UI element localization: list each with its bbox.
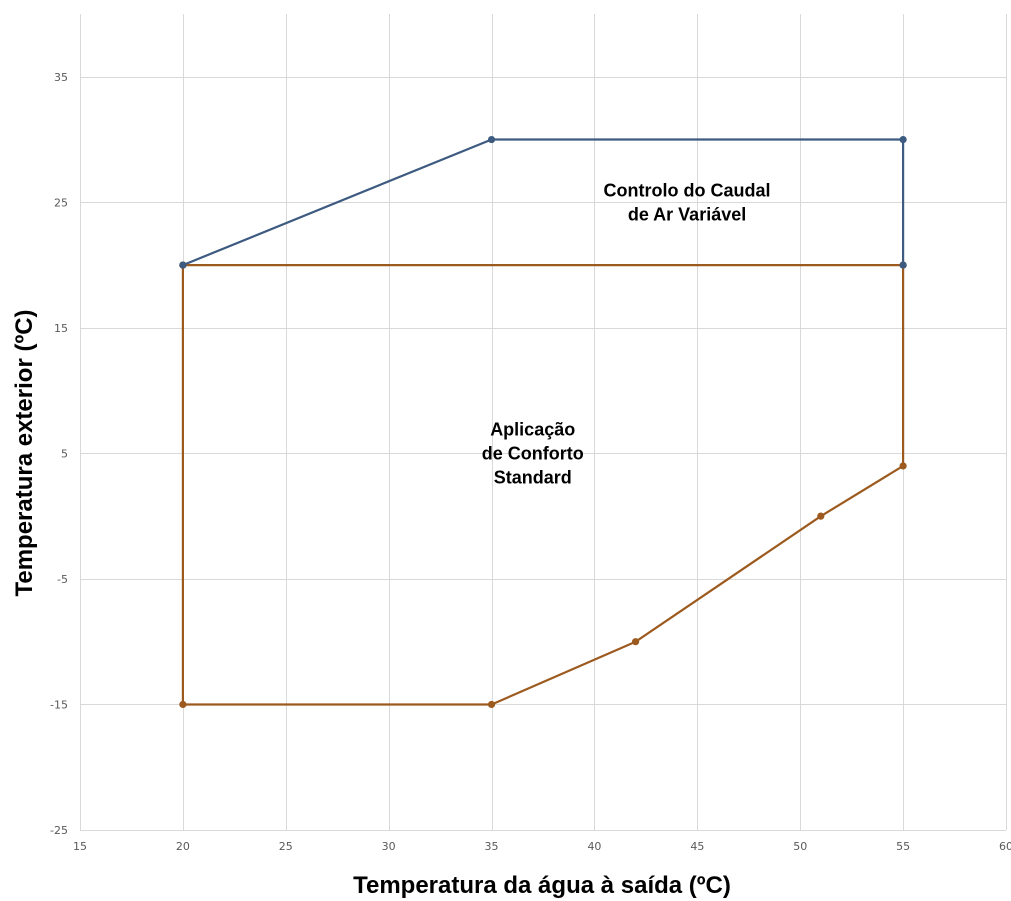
- x-tick-label: 15: [73, 840, 87, 853]
- y-tick-label: -15: [50, 698, 68, 711]
- y-tick-label: 15: [54, 322, 68, 335]
- x-tick-label: 35: [485, 840, 499, 853]
- x-tick-label: 60: [999, 840, 1011, 853]
- annotation-2-line: Standard: [494, 467, 572, 487]
- series-2-point: [899, 462, 907, 470]
- series-1-point: [899, 135, 907, 144]
- y-tick-label: 35: [54, 71, 68, 84]
- x-tick-label: 25: [279, 840, 293, 853]
- series-line-1: [182, 138, 905, 267]
- annotation-2-line: de Conforto: [482, 443, 584, 463]
- x-tick-label: 45: [690, 840, 704, 853]
- series-line-2: [181, 264, 905, 706]
- series-2-point: [487, 700, 496, 709]
- series-group: [179, 135, 907, 709]
- series-2-point: [632, 638, 640, 646]
- annotations: Controlo do Caudal de Ar Variável Aplicaçã…: [482, 180, 771, 487]
- y-tick-label: 5: [61, 447, 68, 460]
- annotation-2-line: Aplicação: [490, 419, 575, 439]
- x-axis-title: Temperatura da água à saída (ºC): [353, 872, 731, 899]
- y-tick-label: -5: [57, 573, 68, 586]
- x-tick-label: 50: [793, 840, 807, 853]
- series-2-point: [179, 700, 187, 709]
- y-tick-label: -25: [50, 824, 68, 837]
- annotation-1-line: Controlo do Caudal: [604, 180, 771, 200]
- series-2-point: [817, 512, 825, 520]
- x-tick-label: 55: [896, 840, 910, 853]
- y-axis-title: Temperatura exterior (ºC): [11, 309, 38, 596]
- y-tick-label: 25: [54, 196, 68, 209]
- series-1-point: [899, 261, 907, 269]
- tick-labels: 15 20 25 30 35 40 45 50 55 60 -25 -15 -5 5 15 25 35: [50, 71, 1011, 853]
- series-1-point: [487, 135, 496, 144]
- x-tick-label: 30: [382, 840, 396, 853]
- x-tick-label: 40: [587, 840, 601, 853]
- series-1-point: [179, 261, 187, 269]
- annotation-1-line: de Ar Variável: [628, 204, 746, 224]
- x-tick-label: 20: [176, 840, 190, 853]
